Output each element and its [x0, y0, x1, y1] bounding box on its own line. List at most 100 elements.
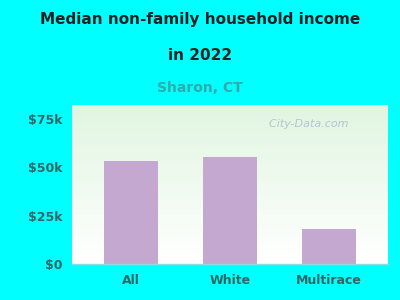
Bar [72, 175, 388, 176]
Bar [72, 132, 388, 134]
Bar [72, 181, 388, 183]
Text: City-Data.com: City-Data.com [262, 119, 348, 129]
Bar [72, 191, 388, 193]
Bar [72, 212, 388, 213]
Bar [302, 229, 356, 264]
Bar [72, 108, 388, 110]
Bar [72, 142, 388, 143]
Bar [72, 245, 388, 247]
Bar [72, 105, 388, 106]
Bar [72, 129, 388, 130]
Text: Median non-family household income: Median non-family household income [40, 12, 360, 27]
Bar [72, 256, 388, 258]
Bar [72, 231, 388, 232]
Bar [72, 138, 388, 140]
Bar [72, 238, 388, 240]
Bar [72, 236, 388, 237]
Bar [72, 261, 388, 262]
Bar [72, 113, 388, 115]
Bar [72, 224, 388, 226]
Bar [72, 122, 388, 124]
Bar [72, 130, 388, 132]
Bar [72, 207, 388, 208]
Bar [72, 215, 388, 216]
Bar [72, 184, 388, 186]
Bar [72, 169, 388, 170]
Bar [72, 115, 388, 116]
Bar [72, 189, 388, 191]
Bar [72, 197, 388, 199]
Bar [72, 158, 388, 159]
Bar [72, 149, 388, 151]
Bar [72, 173, 388, 175]
Bar [72, 210, 388, 212]
Bar [72, 151, 388, 153]
Bar [72, 183, 388, 184]
Bar [72, 110, 388, 111]
Bar [72, 137, 388, 138]
Bar [72, 258, 388, 259]
Bar [72, 196, 388, 197]
Bar [72, 251, 388, 253]
Bar [72, 121, 388, 122]
Bar [72, 204, 388, 205]
Bar [72, 194, 388, 196]
Bar [72, 208, 388, 210]
Bar [72, 216, 388, 218]
Bar [72, 262, 388, 264]
Bar [72, 178, 388, 180]
Bar [72, 140, 388, 142]
Bar [72, 188, 388, 189]
Bar [72, 229, 388, 231]
Text: Sharon, CT: Sharon, CT [157, 81, 243, 95]
Bar [72, 145, 388, 146]
Bar [72, 135, 388, 137]
Bar [72, 167, 388, 169]
Bar [72, 156, 388, 158]
Bar [72, 118, 388, 119]
Bar [72, 134, 388, 135]
Bar [72, 116, 388, 118]
Bar [72, 237, 388, 238]
Bar [72, 111, 388, 113]
Bar [72, 218, 388, 220]
Bar [72, 127, 388, 129]
Bar [72, 146, 388, 148]
Bar [72, 220, 388, 221]
Bar [72, 162, 388, 164]
Bar [72, 119, 388, 121]
Bar [72, 227, 388, 229]
Bar [72, 172, 388, 173]
Bar [72, 126, 388, 127]
Bar [72, 205, 388, 207]
Bar [72, 254, 388, 256]
Bar [72, 170, 388, 172]
Bar [72, 250, 388, 251]
Bar [72, 213, 388, 215]
Bar [72, 176, 388, 178]
Bar [72, 247, 388, 248]
Bar [203, 158, 257, 264]
Bar [72, 243, 388, 245]
Bar [72, 161, 388, 162]
Bar [72, 253, 388, 254]
Bar [72, 242, 388, 243]
Bar [72, 143, 388, 145]
Bar [72, 154, 388, 156]
Bar [72, 153, 388, 154]
Bar [72, 186, 388, 188]
Bar [72, 199, 388, 200]
Bar [72, 165, 388, 167]
Bar [72, 106, 388, 108]
Bar [104, 161, 158, 264]
Bar [72, 223, 388, 224]
Bar [72, 221, 388, 223]
Bar [72, 240, 388, 242]
Bar [72, 124, 388, 126]
Bar [72, 259, 388, 261]
Bar [72, 234, 388, 236]
Bar [72, 193, 388, 194]
Bar [72, 200, 388, 202]
Bar [72, 248, 388, 250]
Text: in 2022: in 2022 [168, 48, 232, 63]
